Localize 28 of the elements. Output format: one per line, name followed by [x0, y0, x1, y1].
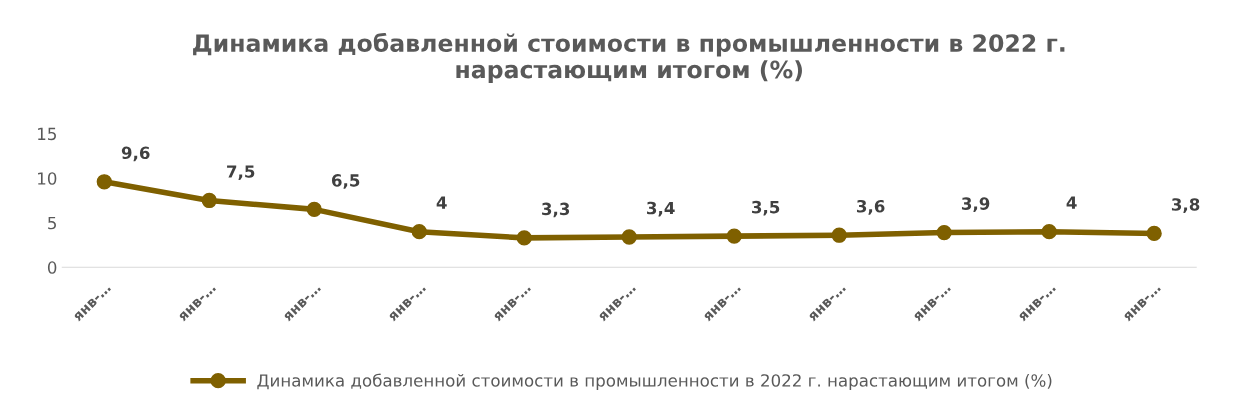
data-label: 3,5 [752, 200, 780, 216]
point [516, 230, 532, 246]
data-label: 3,3 [542, 202, 570, 218]
y-tick-label: 0 [47, 261, 57, 274]
data-label: 3,9 [961, 197, 990, 213]
data-label: 4 [436, 196, 447, 209]
point [621, 229, 637, 245]
legend-label: Динамика добавленной стоимости в промышленности в 2022 г. нарастающим итогом (%) [257, 373, 1052, 390]
y-tick-label: 5 [48, 216, 56, 230]
point [1041, 224, 1057, 240]
data-label: 3,4 [647, 201, 675, 217]
point [306, 201, 322, 218]
data-label: 3,8 [1171, 198, 1200, 213]
point [411, 224, 427, 240]
point [201, 192, 217, 209]
data-label: 6,5 [331, 174, 360, 189]
point [831, 227, 847, 243]
point [936, 224, 952, 241]
data-label: 9,6 [121, 146, 150, 162]
y-tick-label: 10 [38, 172, 57, 185]
data-label: 3,6 [856, 199, 885, 215]
point [96, 174, 112, 190]
point [726, 228, 742, 244]
data-label: 4 [1066, 196, 1077, 209]
point [1146, 225, 1162, 242]
data-label: 7,5 [227, 165, 255, 180]
chart-title: Динамика добавленной стоимости в промышленности в 2022 г. нарастающим итогом (%) [193, 32, 1065, 83]
y-tick-label: 15 [38, 127, 56, 141]
